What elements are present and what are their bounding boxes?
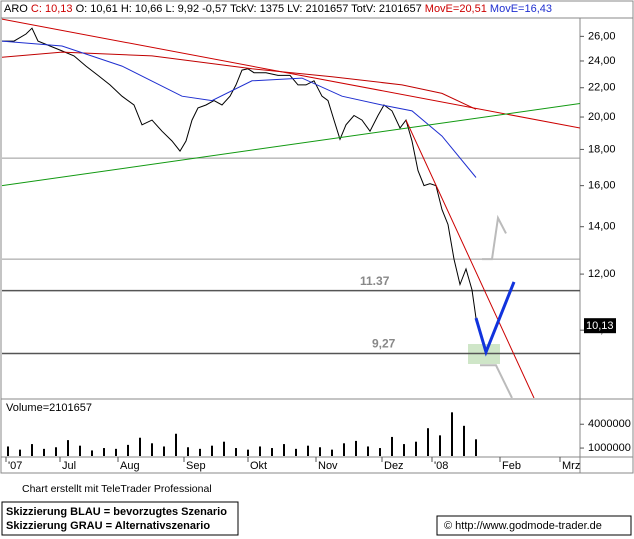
x-tick-label: Nov [318,460,338,472]
x-tick-label: '08 [434,460,448,472]
volume-bar [187,447,189,456]
volume-bar [427,428,429,456]
volume-bar [223,441,225,456]
series-line [2,27,479,327]
y-tick-label: 20,00 [588,111,616,123]
volume-bar [7,446,9,456]
volume-bar [391,436,393,456]
series-line [482,214,507,261]
y-tick-label: 26,00 [588,30,616,42]
volume-bar [55,447,57,456]
notes-box [1,501,239,536]
volume-bar [43,448,45,456]
volume-bar [307,445,309,456]
header-part: MovE=16,43 [490,3,552,15]
header-part: C: 10,13 [31,3,73,15]
volume-bar [67,440,69,456]
header-part: MovE=20,51 [425,3,487,15]
volume-bar [343,443,345,456]
series-line [474,281,516,357]
header-part: O: 10,61 H: 10,66 L: 9,92 -0,57 TckV: 13… [76,3,422,15]
x-tick-label: Dez [384,460,404,472]
x-tick-label: Sep [186,460,206,472]
note: Skizzierung BLAU = bevorzugtes Szenario [6,506,227,518]
volume-bar [91,450,93,456]
series-line [2,18,580,129]
volume-bar [355,440,357,456]
x-tick-label: Mrz [562,460,580,472]
x-tick-label: Okt [250,460,267,472]
x-tick-label: Jul [62,460,76,472]
series-line [405,119,535,398]
header-part: ARO [4,3,28,15]
volume-bar [151,443,153,456]
series-line [2,40,477,178]
y-tick-label: 16,00 [588,180,616,192]
header: ARO C: 10,13 O: 10,61 H: 10,66 L: 9,92 -… [4,3,552,15]
volume-bar [403,444,405,456]
volume-bar [19,449,21,456]
x-tick-label: Feb [502,460,521,472]
volume-bar [127,444,129,456]
x-tick-label: '07 [8,460,22,472]
volume-bar [439,435,441,456]
volume-bar [175,433,177,456]
volume-tick-label: 4000000 [588,418,631,430]
volume-bar [211,445,213,456]
volume-bar [103,448,105,456]
volume-bar [451,412,453,456]
volume-bar [79,445,81,456]
plot [2,18,580,398]
volume-bar [283,444,285,456]
volume-bar [295,448,297,456]
level-label: 11.37 [360,274,390,288]
volume-bar [415,441,417,456]
x-tick-label: Aug [120,460,140,472]
volume-bar [31,444,33,456]
last-price-box [584,318,616,334]
y-tick-label: 18,00 [588,143,616,155]
source-box [436,515,632,536]
note: Skizzierung GRAU = Alternativszenario [6,520,210,532]
y-tick-label: 14,00 [588,221,616,233]
y-tick-label: 22,00 [588,82,616,94]
volume-bar [379,448,381,456]
frame [0,0,634,474]
series-line [2,51,477,110]
volume-label: Volume=2101657 [6,402,92,414]
volume-bar [163,446,165,456]
last-price-label: 10,13 [586,320,614,332]
series-line [2,103,580,187]
credit: Chart erstellt mit TeleTrader Profession… [22,483,212,495]
volume-bar [319,447,321,456]
volume-bar [331,449,333,456]
volume-bar [475,439,477,456]
y-tick-label: 12,00 [588,268,616,280]
volume-bar [199,448,201,456]
y-tick-label: 24,00 [588,55,616,67]
volume-bar [271,448,273,456]
series-line [480,364,513,398]
volume-bar [235,448,237,456]
volume-bar [259,446,261,456]
volume-tick-label: 1000000 [588,442,631,454]
volume-bar [247,449,249,456]
volume-bar [367,446,369,456]
volume-bar [463,425,465,456]
volume-bar [115,448,117,456]
volume-bar [139,437,141,456]
source: © http://www.godmode-trader.de [444,520,602,532]
level-label: 9,27 [372,337,396,351]
